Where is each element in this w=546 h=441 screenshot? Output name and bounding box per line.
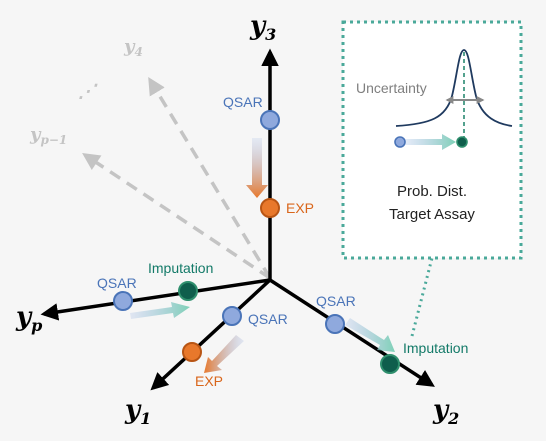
y1-qsar-label: QSAR [248, 311, 288, 327]
inset-uncertainty-label: Uncertainty [356, 80, 427, 96]
inset-connector [410, 257, 434, 337]
axis-yp1-label: yp−1 [29, 124, 67, 147]
axis-y3-label: y3 [249, 11, 276, 44]
yp-qsar-label: QSAR [97, 275, 137, 291]
yp-gradient-arrow [130, 302, 190, 319]
y2-imputation-node [380, 354, 400, 374]
axis-y2-line [269, 278, 435, 387]
y1-gradient-arrow [204, 335, 244, 373]
inset-distribution-curve [395, 49, 513, 127]
y2-gradient-arrow [345, 318, 395, 352]
inset-gradient-arrow [404, 134, 456, 150]
y3-exp-node [260, 198, 280, 218]
axis-yp1-line [82, 153, 271, 280]
y1-exp-label: EXP [195, 373, 223, 389]
axis-yp-line [40, 278, 271, 321]
inset-qsar-node [394, 136, 406, 148]
y3-gradient-arrow [246, 138, 268, 198]
y3-exp-label: EXP [286, 200, 314, 216]
y2-qsar-node [325, 314, 345, 334]
inset-title-line1: Prob. Dist. [397, 183, 467, 200]
yp-qsar-node [113, 291, 133, 311]
axis-yp-label: yp [15, 302, 42, 335]
yp-imputation-node [178, 281, 198, 301]
y2-qsar-label: QSAR [316, 293, 356, 309]
y1-exp-node [182, 342, 202, 362]
y1-qsar-node [222, 306, 242, 326]
axis-y1-line [150, 278, 272, 391]
axis-y4-label: y4 [123, 36, 143, 59]
y2-imputation-label: Imputation [403, 340, 468, 356]
axis-ellipsis: ⋰ [78, 81, 98, 102]
yp-imputation-label: Imputation [148, 260, 213, 276]
y3-qsar-node [260, 110, 280, 130]
axis-y2-label: y2 [432, 395, 459, 428]
inset-imputation-node [456, 136, 468, 148]
y3-qsar-label: QSAR [223, 94, 263, 110]
inset-title-line2: Target Assay [389, 206, 475, 223]
axis-y1-label: y1 [124, 395, 151, 428]
